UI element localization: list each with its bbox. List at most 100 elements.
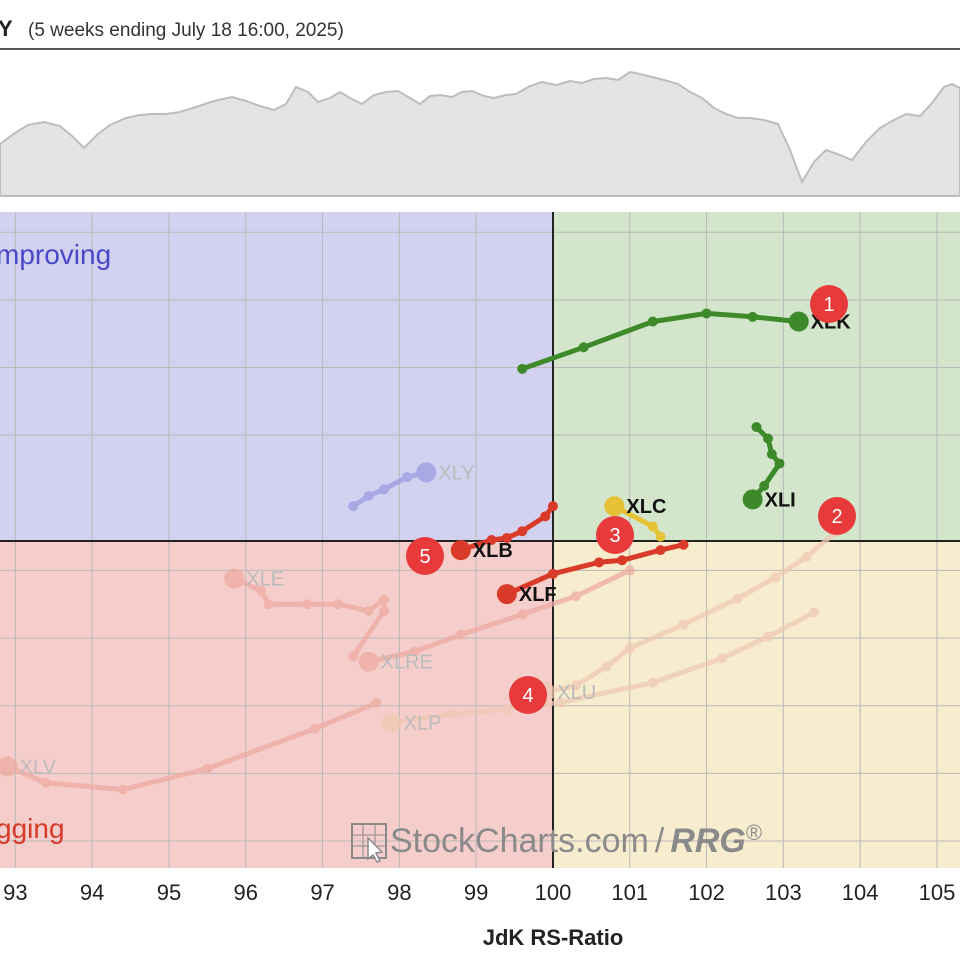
label-xlb: XLB <box>473 540 513 562</box>
tail-point <box>547 568 558 579</box>
watermark-logo-icon <box>351 823 387 863</box>
badge-5-label: 5 <box>419 546 430 568</box>
badge-2-label: 2 <box>831 506 842 528</box>
chart-subtitle: (5 weeks ending July 18 16:00, 2025) <box>28 20 344 41</box>
tail-point <box>732 593 743 604</box>
symbol-labels: XLYXLEXLREXLUXLPXLVXLKXLIXLCXLBXLF <box>20 312 852 779</box>
tail-point <box>801 551 812 562</box>
tail-point <box>547 501 558 512</box>
tail-xle <box>224 568 389 662</box>
label-xlc: XLC <box>626 496 666 518</box>
label-xlu: XLU <box>557 682 596 704</box>
x-tick-label: 99 <box>464 880 488 905</box>
tail-point <box>655 545 666 556</box>
tail-xli <box>742 422 785 510</box>
tail-point <box>770 572 781 583</box>
tail-point <box>501 704 512 715</box>
tail-line <box>5 700 379 793</box>
tail-point <box>363 491 374 502</box>
badge-1-label: 1 <box>823 294 834 316</box>
x-tick-label: 101 <box>611 880 648 905</box>
tail-point <box>594 557 605 568</box>
tail-point <box>624 565 635 576</box>
tail-point <box>678 539 689 550</box>
tail-point <box>759 480 770 491</box>
tail-point <box>763 631 773 642</box>
tail-xlb <box>450 501 558 561</box>
tail-point <box>202 763 213 774</box>
tail-point <box>763 433 773 444</box>
tail-point <box>402 472 413 483</box>
badge-4-marker <box>509 676 547 714</box>
x-tick-label: 104 <box>842 880 879 905</box>
tail-point <box>624 643 635 654</box>
tail-point <box>751 422 762 433</box>
tail-point <box>348 651 359 662</box>
tail-point <box>256 585 267 596</box>
tail-head-marker <box>224 568 245 589</box>
tail-point <box>371 697 382 708</box>
improving-label: mproving <box>0 239 111 270</box>
tail-head-marker <box>604 496 625 517</box>
badge-3-label: 3 <box>609 525 620 547</box>
tail-point <box>348 501 359 512</box>
tail-point <box>309 723 320 734</box>
tail-head-marker <box>381 712 402 733</box>
tail-xlp <box>381 607 820 733</box>
badge-1-marker <box>810 285 848 323</box>
chart-title: Y <box>0 16 13 41</box>
leading-quadrant <box>553 212 960 541</box>
watermark-suffix: RRG <box>670 822 746 860</box>
x-tick-label: 100 <box>535 880 572 905</box>
label-xly: XLY <box>438 462 474 484</box>
tail-point <box>41 777 52 788</box>
badge-2-marker <box>818 497 856 535</box>
tail-head-marker <box>788 311 809 332</box>
label-xlre: XLRE <box>381 652 433 674</box>
tail-point <box>302 599 313 610</box>
x-tick-label: 94 <box>80 880 104 905</box>
tail-head-marker <box>742 489 763 510</box>
tail-point <box>501 532 512 543</box>
tail-xlre <box>358 565 635 672</box>
x-tick-label: 93 <box>3 880 27 905</box>
x-tick-label: 105 <box>919 880 956 905</box>
tail-head-marker <box>358 651 379 672</box>
tail-point <box>747 311 758 322</box>
x-tick-label: 97 <box>310 880 334 905</box>
tail-point <box>655 531 666 542</box>
tail-point <box>617 555 628 566</box>
tail-point <box>701 308 712 319</box>
tail-head-marker <box>450 540 471 561</box>
tail-point <box>448 708 459 719</box>
tail-line <box>389 609 817 726</box>
tail-xlv <box>0 697 382 795</box>
tail-point <box>517 526 528 537</box>
tail-point <box>363 606 374 617</box>
x-tick-label: 98 <box>387 880 411 905</box>
tail-point <box>332 599 343 610</box>
tail-head-marker <box>496 584 517 605</box>
label-xlf: XLF <box>519 584 557 606</box>
tail-point <box>263 599 274 610</box>
tail-point <box>766 449 777 460</box>
label-xlp: XLP <box>404 713 442 735</box>
watermark-reg: ® <box>746 820 762 845</box>
x-tick-label: 102 <box>688 880 725 905</box>
watermark-text: StockCharts.com <box>390 822 649 860</box>
tail-point <box>716 653 727 664</box>
rotation-tails <box>0 308 843 795</box>
tail-point <box>455 629 466 640</box>
lagging-label: gging <box>0 813 65 844</box>
tail-point <box>809 607 820 618</box>
weakening-quadrant <box>553 541 960 868</box>
tail-head-marker <box>0 756 18 777</box>
tail-point <box>379 606 389 617</box>
tail-point <box>517 609 528 620</box>
tail-point <box>601 661 612 672</box>
tail-xly <box>348 462 437 512</box>
stockcharts-watermark: StockCharts.com / RRG® <box>351 820 762 863</box>
watermark-separator: / <box>655 822 665 860</box>
tail-point <box>578 342 589 353</box>
tail-line <box>519 310 802 372</box>
